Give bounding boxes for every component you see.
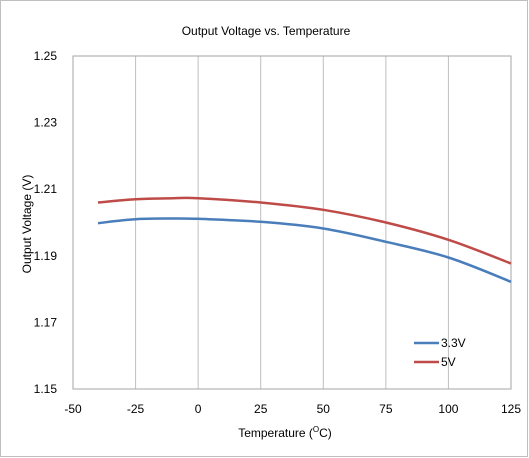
x-tick-label: 125 [501, 402, 521, 416]
legend-label-0: 3.3V [441, 336, 466, 350]
x-axis-label-main: Temperature ( [238, 426, 313, 440]
x-tick-label: 50 [317, 402, 331, 416]
series-group [97, 196, 512, 283]
series-line-0 [97, 217, 512, 283]
x-tick-label: -50 [64, 402, 82, 416]
x-tick-label: 25 [254, 402, 268, 416]
x-tick-label: 75 [379, 402, 393, 416]
y-tick-label: 1.19 [34, 249, 58, 263]
y-tick-label: 1.21 [34, 182, 58, 196]
y-axis-label: Output Voltage (V) [20, 175, 34, 274]
x-axis-label-superscript: O [313, 425, 319, 434]
series-line-1 [97, 196, 512, 265]
y-tick-label: 1.25 [34, 49, 58, 63]
x-tick-label: 0 [195, 402, 202, 416]
plot-area [72, 55, 512, 390]
grid-lines [135, 56, 449, 389]
x-axis-label-tail: C) [319, 426, 332, 440]
y-tick-label: 1.15 [34, 382, 58, 396]
legend: 3.3V 5V [414, 336, 466, 369]
x-tick-label: -25 [127, 402, 145, 416]
y-tick-label: 1.17 [34, 315, 58, 329]
plot-border [72, 55, 512, 390]
x-tick-label: 100 [438, 402, 458, 416]
y-tick-label: 1.23 [34, 116, 58, 130]
y-axis-ticks: 1.25 1.23 1.21 1.19 1.17 1.15 [34, 49, 58, 396]
legend-label-1: 5V [441, 355, 456, 369]
chart-title: Output Voltage vs. Temperature [182, 24, 351, 38]
x-axis-label: Temperature (OC) [238, 425, 332, 440]
x-axis-ticks: -50 -25 0 25 50 75 100 125 [64, 402, 521, 416]
